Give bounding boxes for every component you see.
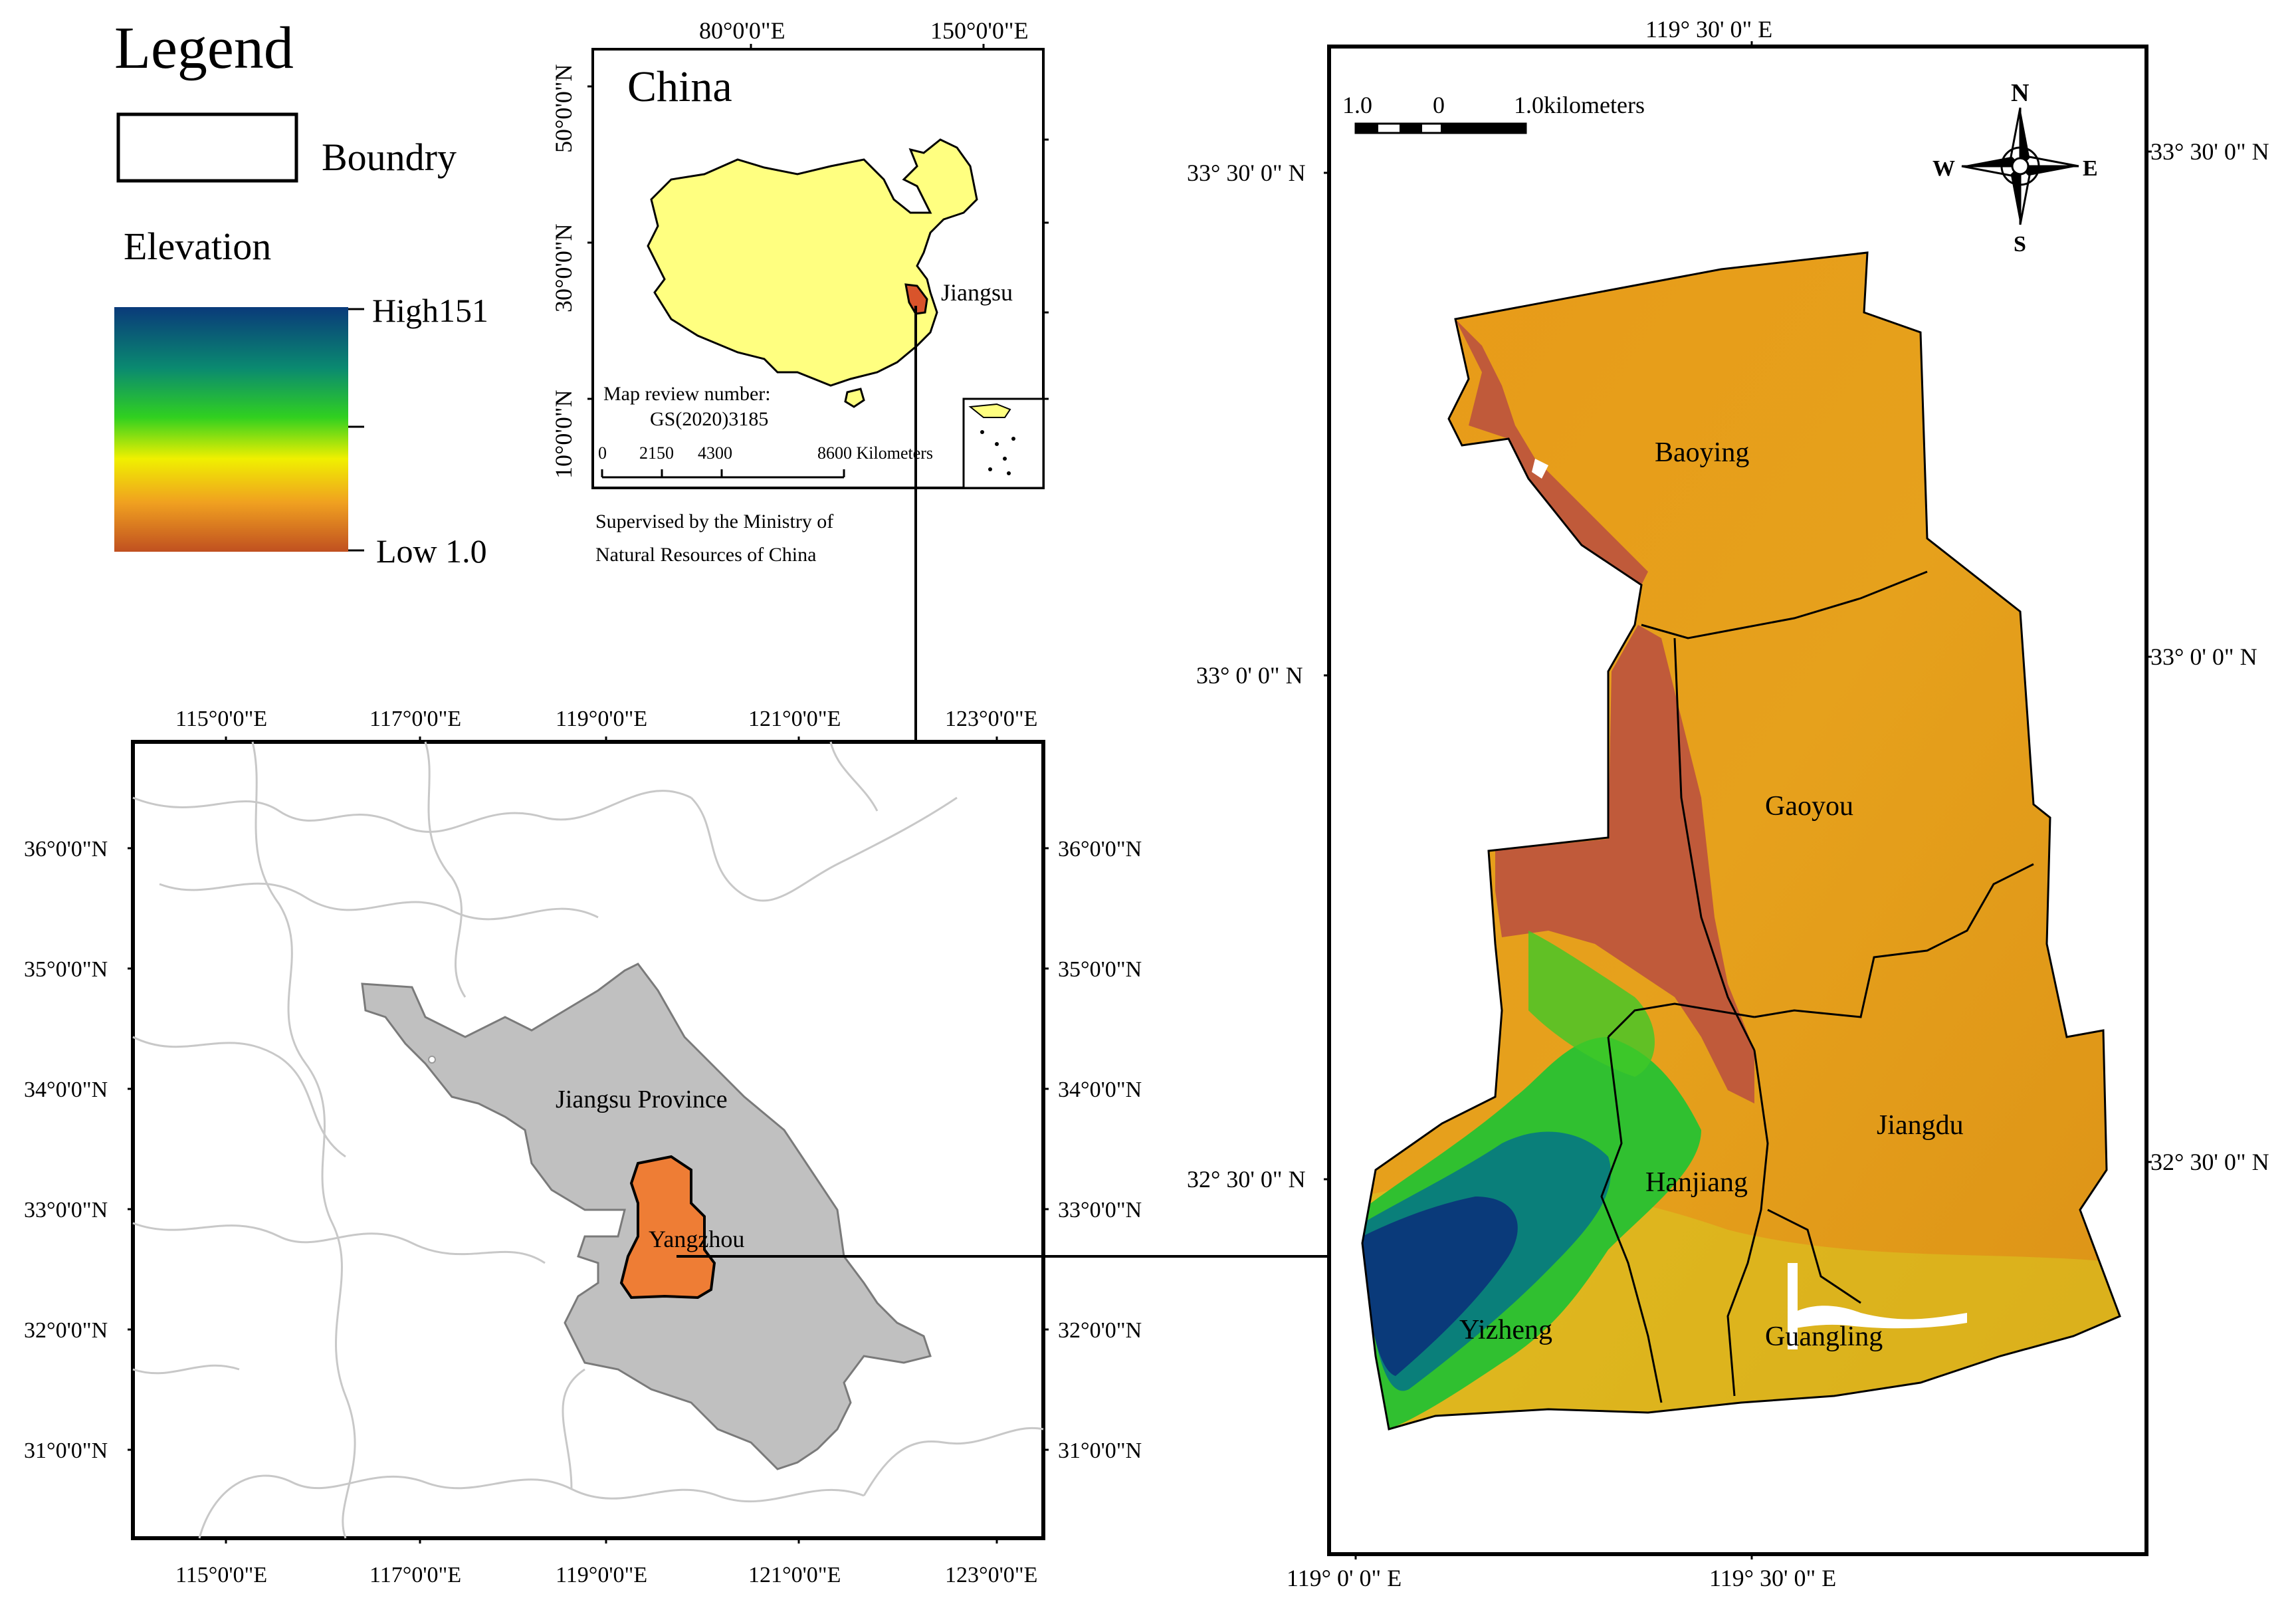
province-left-tick-4: 33°0'0"N [24, 1198, 108, 1222]
province-left-tick-3: 34°0'0"N [24, 1078, 108, 1102]
province-right-tick-6: 31°0'0"N [1058, 1438, 1142, 1463]
yangzhou-outline [1361, 251, 2121, 1431]
district-yizheng: Yizheng [1459, 1315, 1552, 1345]
province-bottom-tick-4: 121°0'0"E [748, 1563, 841, 1587]
china-inset: 80°0'0"E 150°0'0"E 50°0'0"N 30°0'0"N 10°… [550, 17, 1049, 566]
review-number-line1: Map review number: [603, 383, 771, 405]
city-scale-left: 1.0 [1342, 92, 1372, 118]
china-left-tick-1: 50°0'0"N [550, 64, 577, 153]
province-top-tick-2: 117°0'0"E [369, 707, 461, 731]
china-left-tick-2: 30°0'0"N [550, 223, 577, 312]
city-scale-bar: 1.0 0 1.0kilometers [1342, 92, 1645, 134]
compass-north: N [2011, 79, 2029, 107]
yangzhou-label: Yangzhou [649, 1226, 744, 1252]
yangzhou-city [619, 1155, 716, 1300]
province-left-tick-2: 35°0'0"N [24, 957, 108, 982]
province-bottom-tick-3: 119°0'0"E [556, 1563, 647, 1587]
district-gaoyou: Gaoyou [1765, 791, 1853, 822]
neighbour-boundaries [132, 741, 1044, 1539]
jiangsu-highlight [904, 283, 928, 315]
district-labels: Baoying Gaoyou Jiangdu Hanjiang Yizheng … [1459, 437, 1964, 1352]
boundary-label: Boundry [322, 136, 457, 179]
city-scale-right: 1.0kilometers [1514, 92, 1645, 118]
province-bottom-tick-1: 115°0'0"E [175, 1563, 267, 1587]
compass-south: S [2014, 232, 2026, 257]
china-scale-4300: 4300 [698, 443, 732, 463]
hainan-island [844, 388, 865, 408]
china-top-tick-1: 80°0'0"E [699, 17, 785, 44]
north-arrow: N S E W [1932, 79, 2098, 257]
city-left-tick-3: 32° 30' 0" N [1187, 1166, 1306, 1193]
legend-title: Legend [114, 15, 294, 81]
china-left-tick-3: 10°0'0"N [550, 390, 577, 479]
china-scale-0: 0 [598, 443, 607, 463]
province-bottom-tick-2: 117°0'0"E [369, 1563, 461, 1587]
elevation-low-label: Low 1.0 [376, 532, 487, 570]
province-x-ticks: 115°0'0"E 117°0'0"E 119°0'0"E 121°0'0"E … [175, 707, 1037, 1587]
elevation-label: Elevation [124, 225, 271, 268]
city-bottom-tick-2: 119° 30' 0" E [1709, 1565, 1836, 1591]
supervised-line2: Natural Resources of China [595, 544, 816, 566]
province-bottom-tick-5: 123°0'0"E [945, 1563, 1037, 1587]
boundary-swatch [116, 112, 298, 183]
china-scale-2150: 2150 [639, 443, 674, 463]
china-landmass [647, 138, 978, 387]
city-right-tick-2: 33° 0' 0" N [2150, 643, 2257, 670]
legend: Legend Boundry Elevation High151 Low 1.0 [114, 15, 488, 570]
compass-east: E [2083, 156, 2098, 181]
city-bottom-tick-1: 119° 0' 0" E [1287, 1565, 1402, 1591]
city-ticks: 119° 30' 0" E 119° 0' 0" E 119° 30' 0" E… [1187, 16, 2269, 1591]
city-right-tick-3: 32° 30' 0" N [2150, 1149, 2269, 1175]
district-baoying: Baoying [1655, 437, 1749, 468]
city-left-tick-1: 33° 30' 0" N [1187, 160, 1306, 186]
province-y-ticks: 36°0'0"N 35°0'0"N 34°0'0"N 33°0'0"N 32°0… [24, 837, 1142, 1463]
province-right-tick-4: 33°0'0"N [1058, 1198, 1142, 1222]
elevation-high-label: High151 [372, 292, 488, 329]
review-number-line2: GS(2020)3185 [650, 408, 768, 430]
compass-west: W [1932, 156, 1955, 181]
district-guangling: Guangling [1765, 1321, 1883, 1352]
district-hanjiang: Hanjiang [1645, 1167, 1748, 1198]
province-top-tick-4: 121°0'0"E [748, 707, 841, 731]
province-top-tick-1: 115°0'0"E [175, 707, 267, 731]
province-left-tick-1: 36°0'0"N [24, 837, 108, 861]
city-map: Baoying Gaoyou Jiangdu Hanjiang Yizheng … [1187, 16, 2269, 1591]
china-title: China [627, 62, 732, 111]
province-right-tick-5: 32°0'0"N [1058, 1318, 1142, 1343]
district-jiangdu: Jiangdu [1877, 1110, 1964, 1141]
china-top-tick-2: 150°0'0"E [930, 17, 1029, 44]
elevation-ramp [114, 307, 348, 552]
city-top-tick: 119° 30' 0" E [1645, 16, 1772, 43]
province-map: Jiangsu Province Yangzhou 115°0'0"E 117°… [24, 707, 1142, 1587]
province-left-tick-5: 32°0'0"N [24, 1318, 108, 1343]
province-right-tick-3: 34°0'0"N [1058, 1078, 1142, 1102]
province-top-tick-5: 123°0'0"E [945, 707, 1037, 731]
district-boundaries [1600, 570, 2034, 1403]
province-right-tick-1: 36°0'0"N [1058, 837, 1142, 861]
supervised-line1: Supervised by the Ministry of [595, 511, 833, 532]
city-right-tick-1: 33° 30' 0" N [2150, 138, 2269, 165]
province-right-tick-2: 35°0'0"N [1058, 957, 1142, 982]
province-left-tick-6: 31°0'0"N [24, 1438, 108, 1463]
china-scale-8600: 8600 Kilometers [817, 443, 933, 463]
jiangsu-label: Jiangsu [941, 279, 1013, 306]
city-left-tick-2: 33° 0' 0" N [1196, 662, 1303, 689]
province-label: Jiangsu Province [556, 1086, 728, 1113]
city-scale-zero: 0 [1433, 92, 1445, 118]
province-top-tick-3: 119°0'0"E [556, 707, 647, 731]
